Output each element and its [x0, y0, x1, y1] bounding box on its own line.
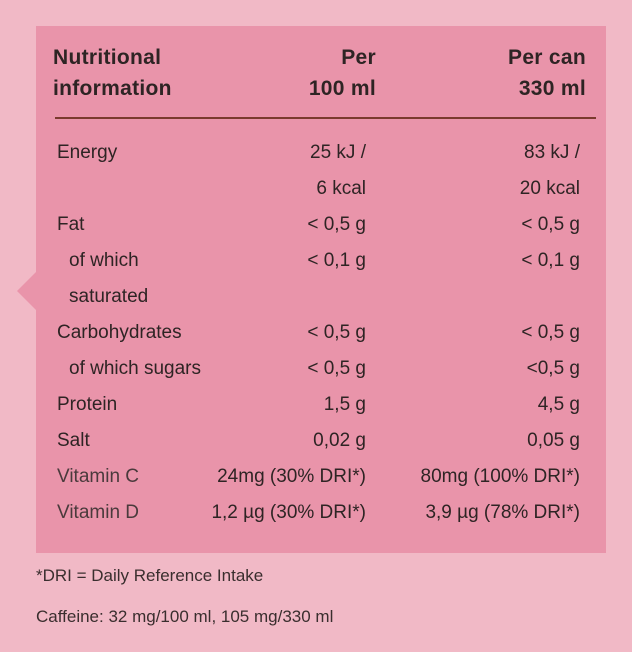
per-can-value: 83 kJ /: [524, 142, 580, 163]
header-line: Per: [341, 46, 376, 69]
header-line: Per can: [508, 46, 586, 69]
nutrient-label: saturated: [69, 286, 149, 307]
nutrient-label: Vitamin D: [57, 502, 140, 523]
nutrient-label: Vitamin C: [57, 466, 140, 487]
header-line: 330 ml: [518, 77, 586, 100]
nutrient-label: Protein: [57, 394, 118, 415]
header-per-can: Per can 330 ml: [508, 42, 586, 104]
per-100ml-value: 6 kcal: [316, 178, 366, 199]
header-line: 100 ml: [308, 77, 376, 100]
per-can-value: 4,5 g: [537, 394, 580, 415]
header-line: Nutritional: [53, 46, 162, 69]
table-row: 6 kcal 20 kcal: [0, 171, 632, 207]
table-row: Vitamin C 24mg (30% DRI*) 80mg (100% DRI…: [0, 459, 632, 495]
nutrient-label: Energy: [57, 142, 118, 163]
table-row: Energy 25 kJ / 83 kJ /: [0, 135, 632, 171]
per-100ml-value: 24mg (30% DRI*): [217, 466, 366, 487]
table-row: Carbohydrates < 0,5 g < 0,5 g: [0, 315, 632, 351]
per-can-value: 3,9 µg (78% DRI*): [425, 502, 580, 523]
table-row: Fat < 0,5 g < 0,5 g: [0, 207, 632, 243]
per-100ml-value: < 0,1 g: [307, 250, 366, 271]
per-100ml-value: < 0,5 g: [307, 214, 366, 235]
header-divider: [55, 117, 596, 119]
callout-pointer: [17, 272, 36, 310]
header-line: information: [53, 77, 172, 100]
per-100ml-value: 25 kJ /: [310, 142, 366, 163]
nutrient-label: Salt: [57, 430, 90, 451]
table-row: Protein 1,5 g 4,5 g: [0, 387, 632, 423]
dri-footnote: *DRI = Daily Reference Intake: [36, 566, 264, 585]
nutrient-label: of which: [69, 250, 139, 271]
table-row: of which < 0,1 g < 0,1 g: [0, 243, 632, 279]
per-100ml-value: < 0,5 g: [307, 358, 366, 379]
per-100ml-value: < 0,5 g: [307, 322, 366, 343]
per-can-value: 20 kcal: [519, 178, 580, 199]
per-can-value: 0,05 g: [527, 430, 580, 451]
per-can-value: <0,5 g: [526, 358, 580, 379]
table-row: Salt 0,02 g 0,05 g: [0, 423, 632, 459]
per-can-value: 80mg (100% DRI*): [420, 466, 580, 487]
per-can-value: < 0,5 g: [521, 214, 580, 235]
per-can-value: < 0,1 g: [521, 250, 580, 271]
nutrition-panel: [36, 26, 606, 553]
per-100ml-value: 1,5 g: [323, 394, 366, 415]
per-100ml-value: 1,2 µg (30% DRI*): [211, 502, 366, 523]
caffeine-note: Caffeine: 32 mg/100 ml, 105 mg/330 ml: [36, 607, 334, 626]
nutrient-label: Carbohydrates: [57, 322, 182, 343]
header-per-100ml: Per 100 ml: [309, 42, 376, 104]
nutrient-label: Fat: [57, 214, 85, 235]
per-100ml-value: 0,02 g: [313, 430, 366, 451]
header-nutritional-information: Nutritional information: [53, 42, 172, 104]
table-row: Vitamin D 1,2 µg (30% DRI*) 3,9 µg (78% …: [0, 495, 632, 531]
table-row: saturated: [0, 279, 632, 315]
table-row: of which sugars < 0,5 g <0,5 g: [0, 351, 632, 387]
per-can-value: < 0,5 g: [521, 322, 580, 343]
nutrient-label: of which sugars: [69, 358, 202, 379]
